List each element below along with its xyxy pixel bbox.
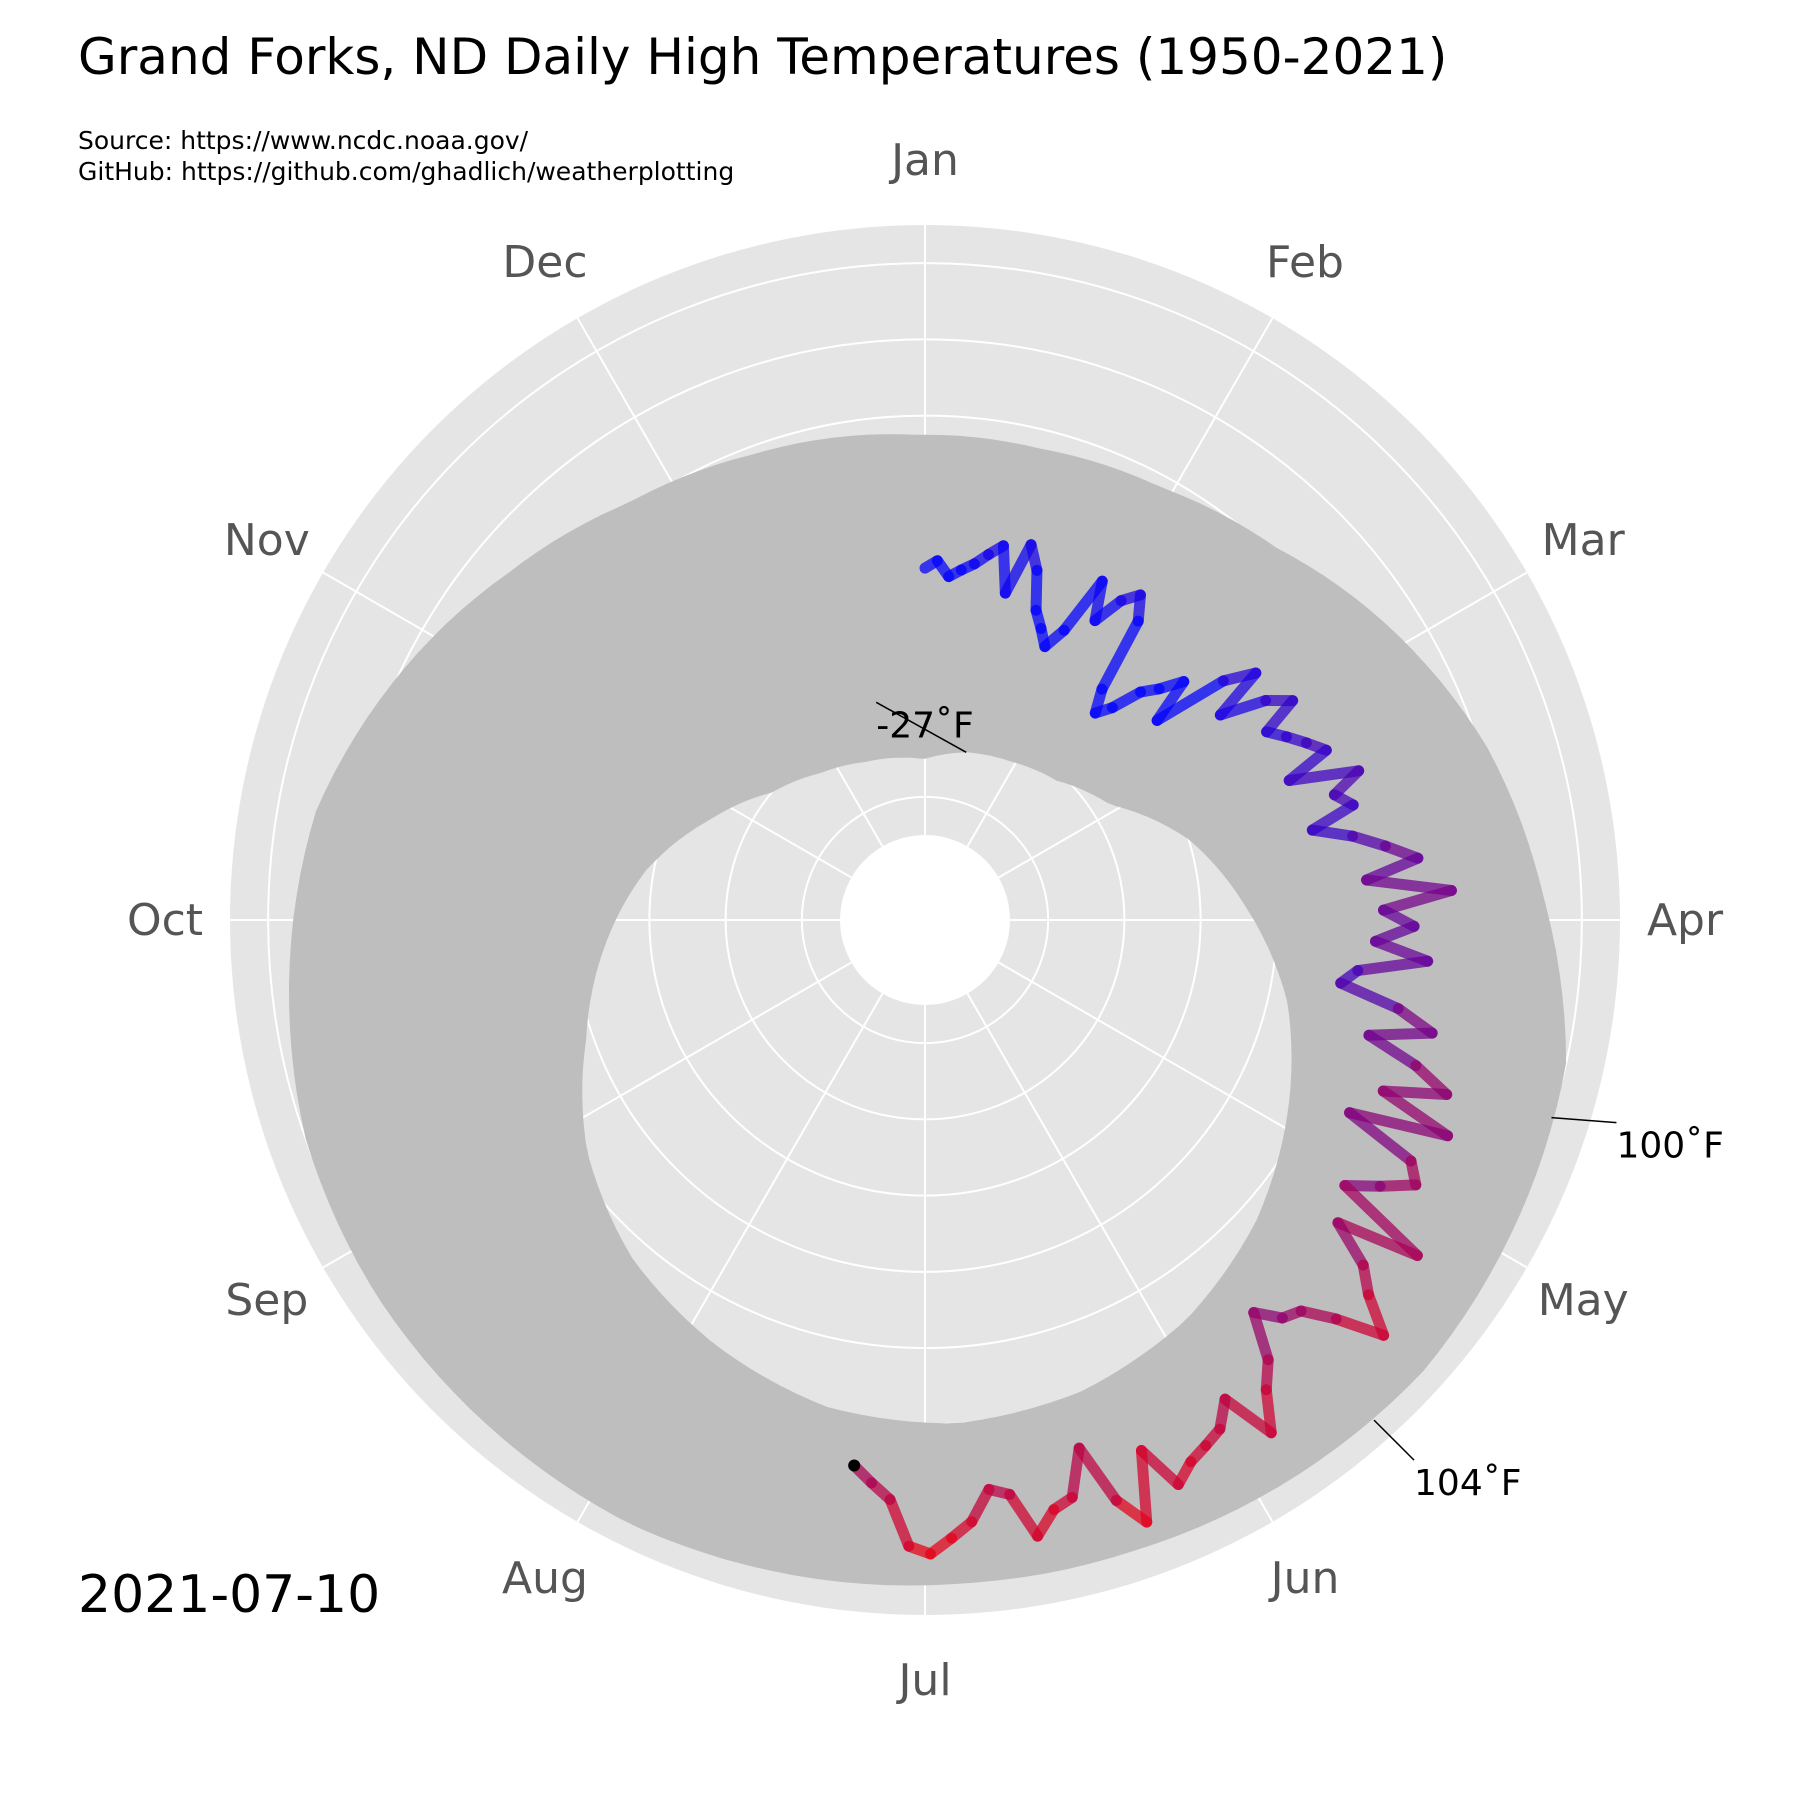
month-label: Mar bbox=[1542, 515, 1626, 566]
historical-band-area bbox=[289, 434, 1567, 1586]
month-labels: Jan Feb Mar Apr May Jun Jul Aug Sep Oct Nov Dec bbox=[127, 135, 1724, 1706]
series-segment bbox=[1344, 1107, 1417, 1167]
series-segment bbox=[1344, 1107, 1454, 1142]
series-segment bbox=[1361, 874, 1457, 897]
series-segment bbox=[1352, 955, 1434, 977]
chart-title: Grand Forks, ND Daily High Temperatures … bbox=[78, 28, 1447, 86]
annotation-label: -27˚F bbox=[876, 705, 974, 746]
month-label: Jul bbox=[895, 1655, 951, 1706]
series-segment bbox=[1332, 1217, 1423, 1262]
month-label: Feb bbox=[1266, 237, 1344, 288]
source-line: Source: https://www.ncdc.noaa.gov/ bbox=[78, 126, 529, 155]
series-segment bbox=[1306, 824, 1359, 842]
extreme-annotations: -27˚F 100˚F 104˚F bbox=[875, 701, 1724, 1504]
series-segment bbox=[1363, 1029, 1422, 1072]
annotation-arrow bbox=[1373, 1419, 1415, 1461]
series-segment bbox=[1377, 1085, 1453, 1100]
month-label: May bbox=[1538, 1275, 1629, 1326]
series-segment bbox=[1283, 765, 1365, 786]
series-segment bbox=[1261, 695, 1299, 738]
month-label: Jun bbox=[1268, 1553, 1340, 1604]
series-segment bbox=[1073, 1442, 1122, 1506]
month-label: Oct bbox=[127, 895, 203, 946]
annotation-label: 100˚F bbox=[1616, 1126, 1723, 1167]
current-day-marker bbox=[848, 1459, 861, 1472]
series-segment bbox=[1378, 885, 1457, 916]
polar-center-hole bbox=[840, 835, 1010, 1005]
series-segment bbox=[999, 539, 1037, 599]
month-label: Dec bbox=[502, 237, 587, 288]
series-segment bbox=[1096, 615, 1144, 695]
series-segment bbox=[1004, 1488, 1044, 1542]
series-segment bbox=[884, 1494, 915, 1552]
annotation-label: 104˚F bbox=[1414, 1463, 1521, 1504]
series-segment bbox=[1151, 675, 1229, 726]
series-segment bbox=[1339, 1179, 1423, 1262]
current-date-label: 2021-07-10 bbox=[78, 1565, 380, 1625]
historical-high-band bbox=[289, 434, 1567, 1586]
month-label: Sep bbox=[225, 1275, 308, 1326]
series-segment bbox=[1066, 1442, 1085, 1503]
series-segment bbox=[1248, 1307, 1274, 1366]
month-label: Nov bbox=[224, 515, 310, 566]
series-segment bbox=[1374, 1179, 1422, 1192]
series-segment bbox=[1347, 830, 1391, 852]
series-segment bbox=[1219, 1393, 1277, 1439]
series-segment bbox=[1363, 1289, 1390, 1341]
series-segment bbox=[1135, 1445, 1153, 1528]
series-segment bbox=[1295, 1305, 1342, 1325]
series-segment bbox=[1135, 1445, 1184, 1491]
series-2021 bbox=[848, 539, 1457, 1560]
annotation-arrow bbox=[1551, 1116, 1617, 1124]
series-segment bbox=[1335, 977, 1404, 1015]
github-line: GitHub: https://github.com/ghadlich/weat… bbox=[78, 157, 734, 186]
month-label: Jan bbox=[888, 135, 959, 186]
series-segment bbox=[1330, 1313, 1390, 1341]
month-label: Apr bbox=[1647, 895, 1724, 946]
series-segment bbox=[1214, 695, 1272, 721]
series-segment bbox=[1030, 564, 1043, 616]
month-label: Aug bbox=[502, 1553, 588, 1604]
annotation-arrow bbox=[875, 701, 967, 753]
series-segment bbox=[1332, 1217, 1369, 1271]
series-segment bbox=[1110, 1494, 1153, 1528]
series-segment bbox=[1363, 1027, 1438, 1041]
series-segment bbox=[966, 1483, 995, 1528]
